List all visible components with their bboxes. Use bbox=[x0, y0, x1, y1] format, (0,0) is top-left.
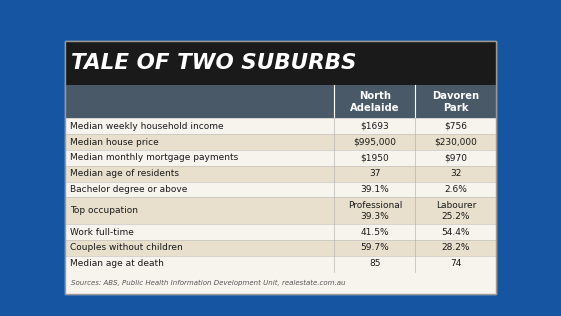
Text: Top occupation: Top occupation bbox=[70, 206, 137, 215]
Text: 37: 37 bbox=[369, 169, 380, 178]
Bar bbox=[65, 85, 496, 118]
Text: $756: $756 bbox=[444, 122, 467, 131]
Text: Median house price: Median house price bbox=[70, 138, 158, 147]
Bar bbox=[65, 240, 496, 256]
Text: 39.1%: 39.1% bbox=[361, 185, 389, 194]
Bar bbox=[65, 224, 496, 240]
Text: Professional
39.3%: Professional 39.3% bbox=[348, 201, 402, 221]
Text: 74: 74 bbox=[450, 259, 462, 268]
Text: 54.4%: 54.4% bbox=[442, 228, 470, 237]
Text: Bachelor degree or above: Bachelor degree or above bbox=[70, 185, 187, 194]
Bar bbox=[65, 134, 496, 150]
Bar bbox=[65, 166, 496, 182]
Text: 41.5%: 41.5% bbox=[361, 228, 389, 237]
Text: $1693: $1693 bbox=[361, 122, 389, 131]
Text: $995,000: $995,000 bbox=[353, 138, 397, 147]
Text: Median monthly mortgage payments: Median monthly mortgage payments bbox=[70, 154, 238, 162]
Bar bbox=[65, 41, 496, 294]
Text: Median age of residents: Median age of residents bbox=[70, 169, 179, 178]
Text: Labourer
25.2%: Labourer 25.2% bbox=[436, 201, 476, 221]
Text: Davoren
Park: Davoren Park bbox=[433, 91, 480, 113]
Text: 32: 32 bbox=[450, 169, 462, 178]
Text: Sources: ABS, Public Health Information Development Unit, realestate.com.au: Sources: ABS, Public Health Information … bbox=[71, 280, 346, 286]
Text: $230,000: $230,000 bbox=[434, 138, 477, 147]
Text: Couples without children: Couples without children bbox=[70, 243, 182, 252]
Text: 28.2%: 28.2% bbox=[442, 243, 470, 252]
Bar bbox=[65, 256, 496, 272]
Text: Median weekly household income: Median weekly household income bbox=[70, 122, 223, 131]
Bar bbox=[65, 41, 496, 85]
Text: Median age at death: Median age at death bbox=[70, 259, 164, 268]
Text: North
Adelaide: North Adelaide bbox=[350, 91, 399, 113]
Text: $970: $970 bbox=[444, 154, 467, 162]
Bar bbox=[65, 198, 496, 224]
Text: 85: 85 bbox=[369, 259, 380, 268]
Text: $1950: $1950 bbox=[361, 154, 389, 162]
Bar bbox=[65, 272, 496, 294]
Bar bbox=[65, 118, 496, 134]
Text: 59.7%: 59.7% bbox=[361, 243, 389, 252]
Text: 2.6%: 2.6% bbox=[444, 185, 467, 194]
Text: Work full-time: Work full-time bbox=[70, 228, 134, 237]
Bar bbox=[65, 41, 496, 294]
Bar bbox=[65, 150, 496, 166]
Bar bbox=[65, 182, 496, 198]
Text: TALE OF TWO SUBURBS: TALE OF TWO SUBURBS bbox=[71, 53, 357, 73]
